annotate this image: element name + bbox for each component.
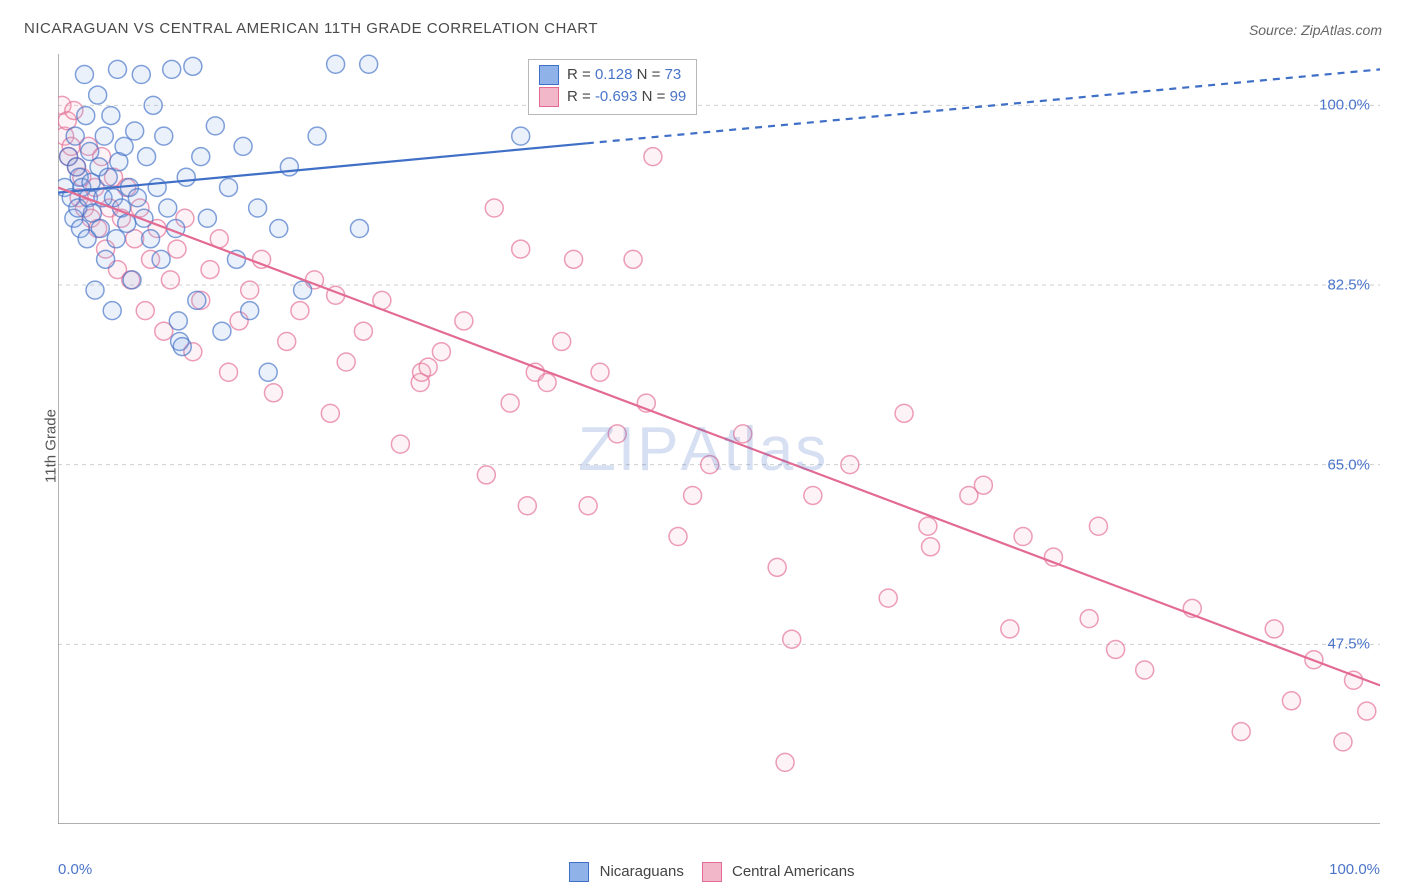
series-legend: Nicaraguans Central Americans bbox=[0, 862, 1406, 882]
plot-svg bbox=[58, 54, 1380, 824]
y-tick-label: 100.0% bbox=[1319, 97, 1370, 114]
corr-row-nicaraguans: R = 0.128 N = 73 bbox=[539, 64, 686, 86]
corr-N-prefix: N = bbox=[642, 88, 670, 105]
y-axis-label: 11th Grade bbox=[42, 409, 59, 483]
corr-swatch-nicaraguans bbox=[539, 65, 559, 85]
correlation-legend: R = 0.128 N = 73R = -0.693 N = 99 bbox=[528, 59, 697, 115]
corr-R-prefix: R = bbox=[567, 66, 595, 83]
corr-N-value-nicaraguans: 73 bbox=[665, 66, 682, 83]
source-name: ZipAtlas.com bbox=[1301, 22, 1382, 38]
corr-R-value-central_americans: -0.693 bbox=[595, 88, 642, 105]
corr-swatch-central_americans bbox=[539, 87, 559, 107]
corr-N-value-central_americans: 99 bbox=[670, 88, 687, 105]
scatter-plot: ZIPAtlas R = 0.128 N = 73R = -0.693 N = … bbox=[58, 54, 1380, 824]
legend-swatch-central_americans bbox=[702, 862, 722, 882]
corr-N-prefix: N = bbox=[637, 66, 665, 83]
y-tick-label: 65.0% bbox=[1327, 456, 1370, 473]
corr-R-value-nicaraguans: 0.128 bbox=[595, 66, 637, 83]
source-label: Source: ZipAtlas.com bbox=[1249, 22, 1382, 38]
chart-title: NICARAGUAN VS CENTRAL AMERICAN 11TH GRAD… bbox=[24, 20, 598, 37]
corr-row-central_americans: R = -0.693 N = 99 bbox=[539, 86, 686, 108]
y-tick-label: 47.5% bbox=[1327, 636, 1370, 653]
legend-label-central_americans: Central Americans bbox=[728, 863, 855, 880]
legend-swatch-nicaraguans bbox=[569, 862, 589, 882]
legend-label-nicaraguans: Nicaraguans bbox=[595, 863, 683, 880]
source-prefix: Source: bbox=[1249, 22, 1301, 38]
y-tick-label: 82.5% bbox=[1327, 277, 1370, 294]
corr-R-prefix: R = bbox=[567, 88, 595, 105]
